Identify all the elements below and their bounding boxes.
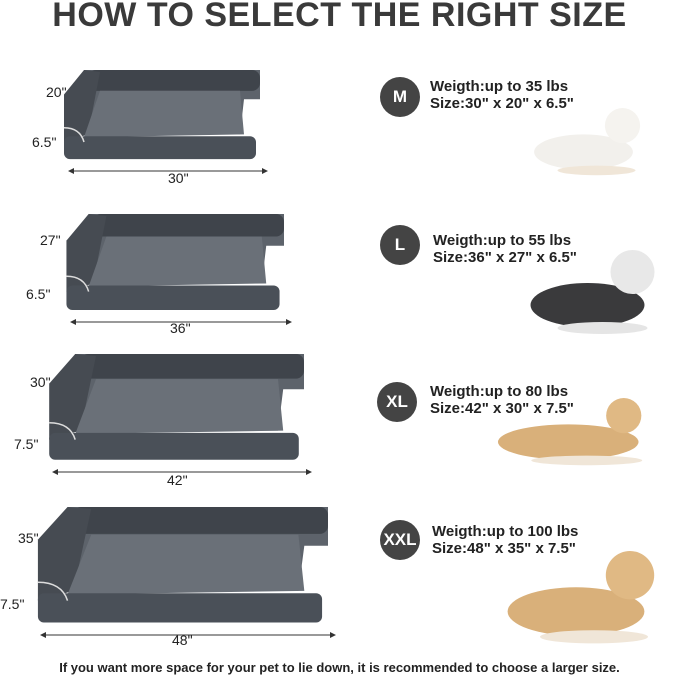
width-arrow (52, 469, 312, 475)
dog-image (507, 551, 655, 644)
size-badge: M (380, 77, 420, 117)
size-badge: XXL (380, 520, 420, 560)
bed-image (37, 507, 328, 623)
size-text: Size:42" x 30" x 7.5" (430, 400, 574, 417)
width-label: 30" (168, 170, 189, 186)
dog-image (534, 108, 641, 176)
size-badge: L (380, 225, 420, 265)
depth-label: 30" (30, 374, 51, 390)
size-text: Size:30" x 20" x 6.5" (430, 95, 574, 112)
depth-label: 20" (46, 84, 67, 100)
size-info: Weigth:up to 100 lbs Size:48" x 35" x 7.… (432, 523, 578, 557)
footer-note: If you want more space for your pet to l… (59, 660, 620, 675)
width-arrow (70, 319, 292, 325)
width-label: 36" (170, 320, 191, 336)
depth-label: 35" (18, 530, 39, 546)
weight-text: Weigth:up to 80 lbs (430, 383, 569, 400)
width-arrow (68, 168, 268, 174)
size-info: Weigth:up to 35 lbs Size:30" x 20" x 6.5… (430, 78, 574, 112)
weight-text: Weigth:up to 55 lbs (433, 232, 572, 249)
dog-image (530, 250, 655, 334)
weight-text: Weigth:up to 35 lbs (430, 78, 569, 95)
width-arrow (40, 632, 336, 638)
bed-image (49, 354, 305, 460)
dog-image (497, 398, 643, 466)
bed-image (66, 214, 284, 310)
size-text: Size:48" x 35" x 7.5" (432, 540, 576, 557)
weight-text: Weigth:up to 100 lbs (432, 523, 579, 540)
bed-image (63, 70, 260, 160)
height-label: 7.5" (14, 436, 39, 452)
width-label: 48" (172, 632, 193, 648)
depth-label: 27" (40, 232, 61, 248)
height-label: 6.5" (26, 286, 51, 302)
size-badge: XL (377, 382, 417, 422)
height-label: 6.5" (32, 134, 57, 150)
size-text: Size:36" x 27" x 6.5" (433, 249, 577, 266)
size-info: Weigth:up to 80 lbs Size:42" x 30" x 7.5… (430, 383, 574, 417)
page-title: HOW TO SELECT THE RIGHT SIZE (52, 0, 627, 34)
size-info: Weigth:up to 55 lbs Size:36" x 27" x 6.5… (433, 232, 577, 266)
width-label: 42" (167, 472, 188, 488)
height-label: 7.5" (0, 596, 25, 612)
